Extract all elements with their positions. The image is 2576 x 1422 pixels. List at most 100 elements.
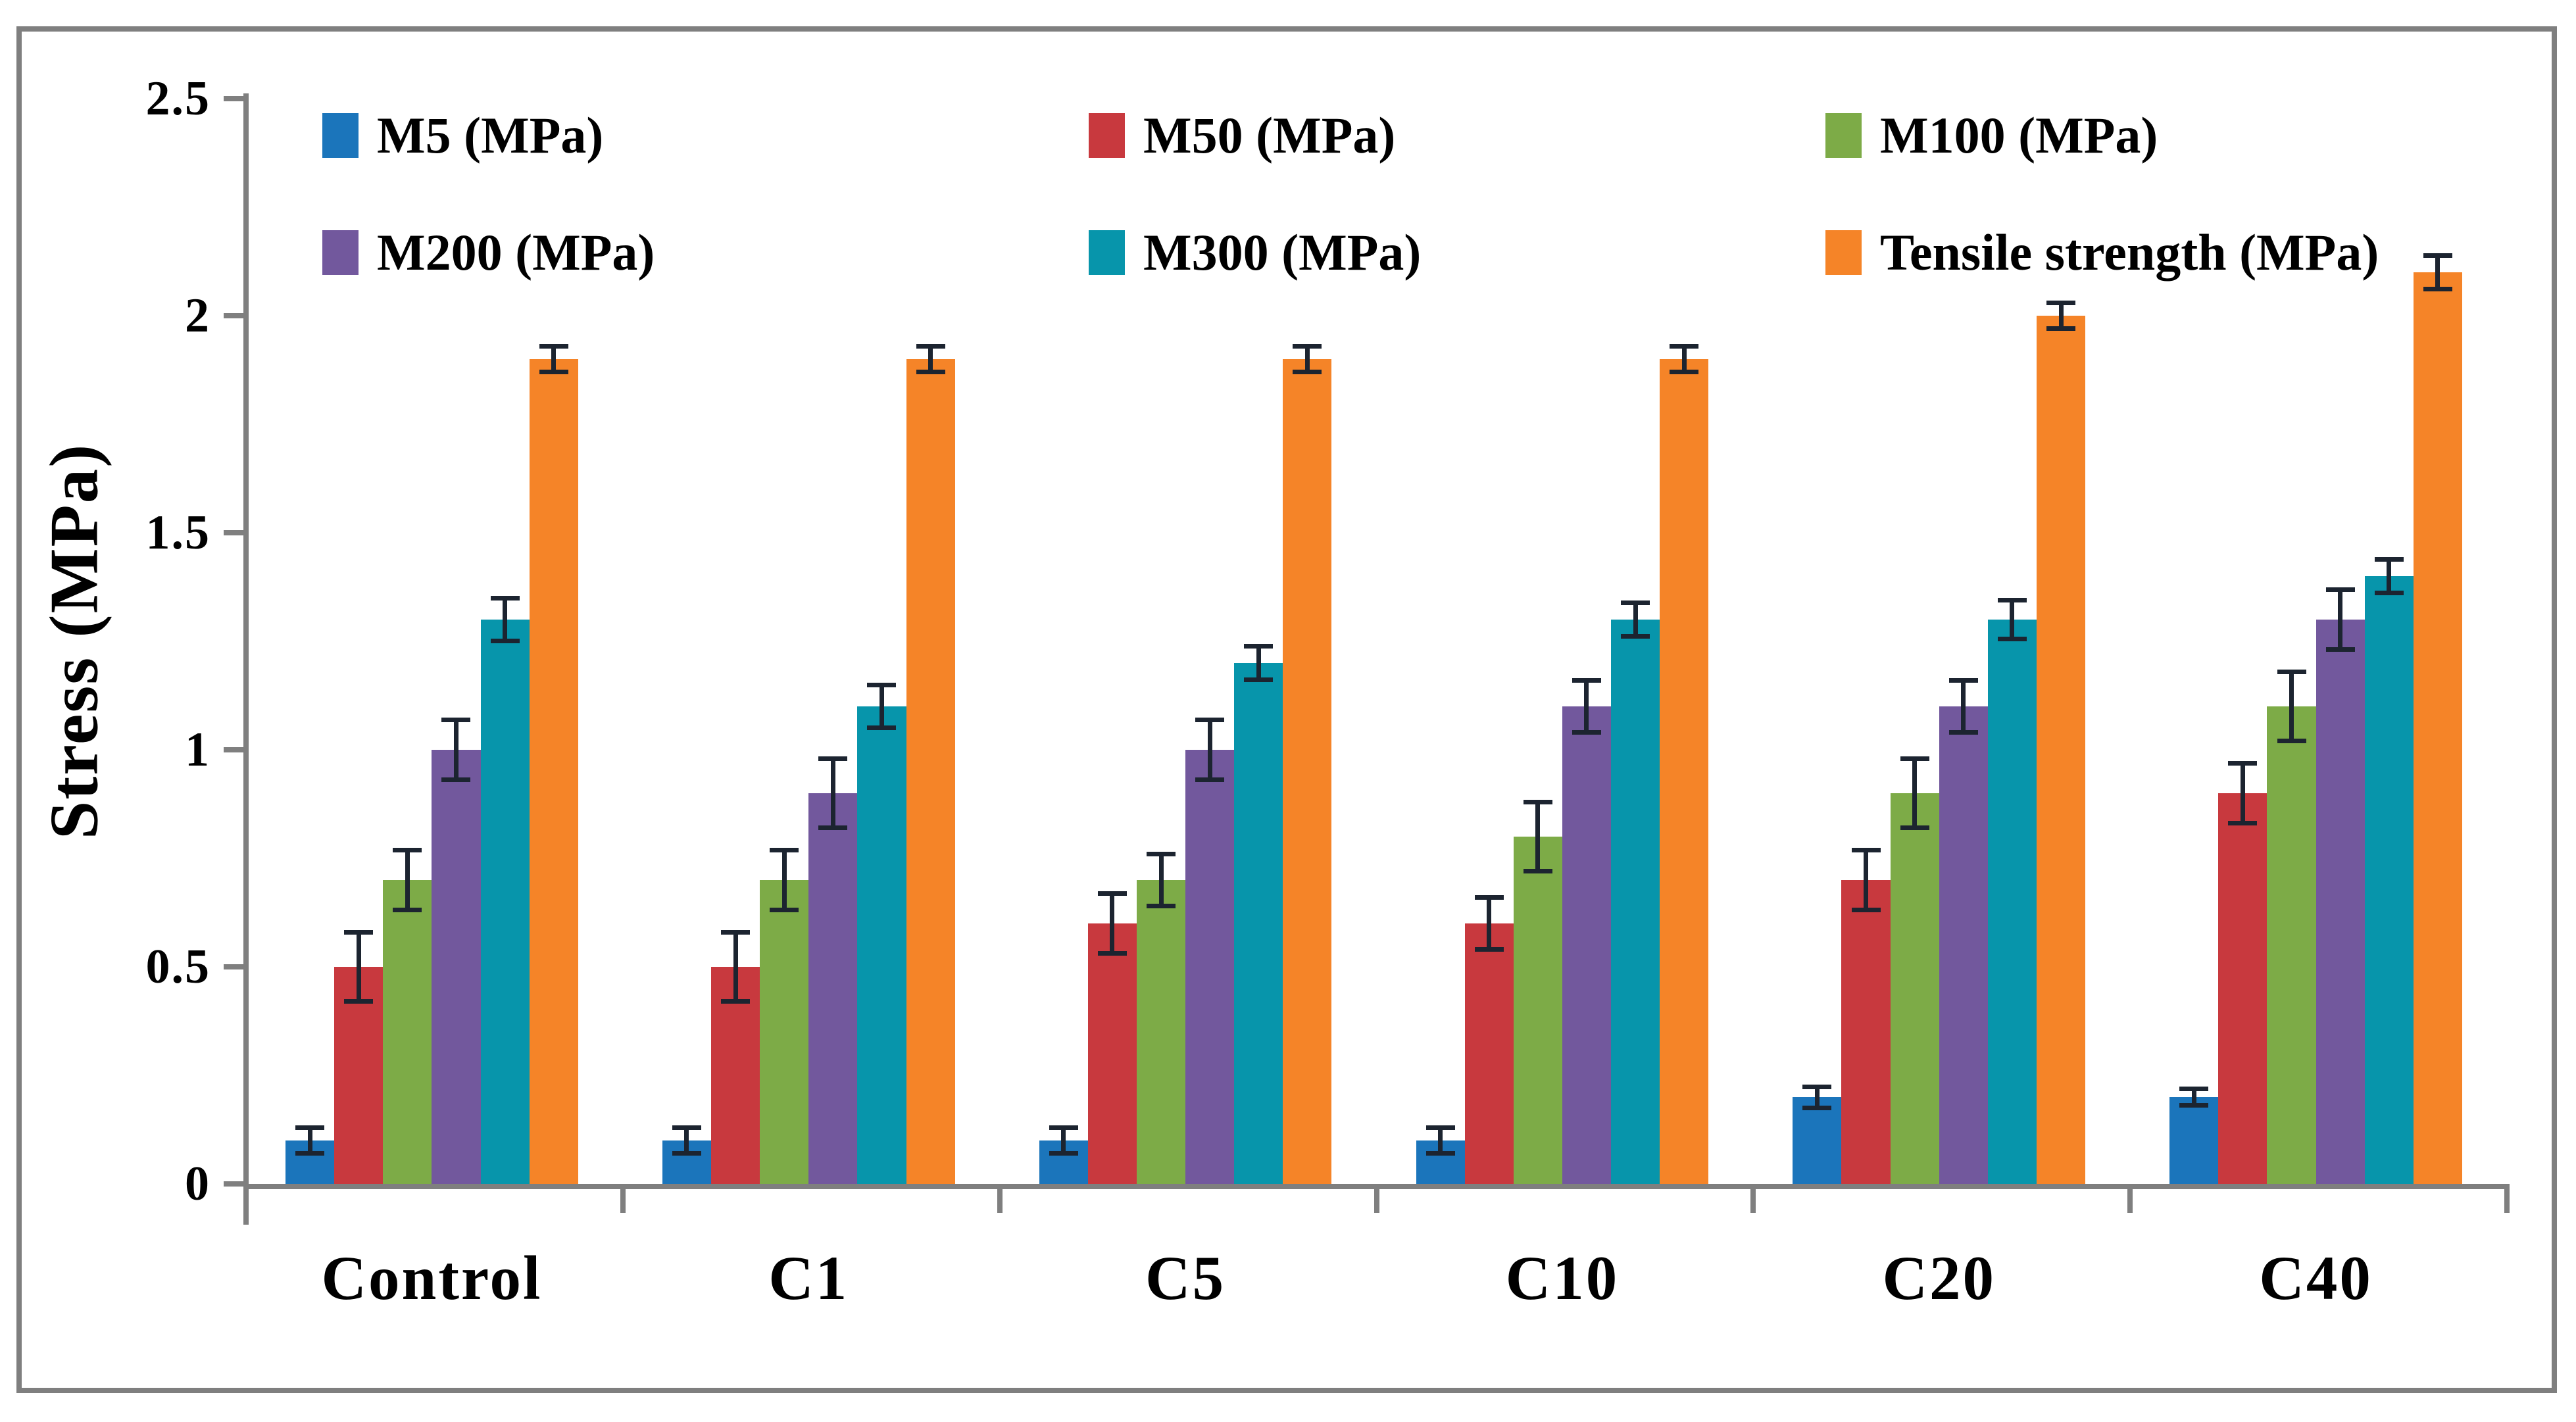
bar-m300-control [480,620,530,1184]
error-cap-bottom-m50-c20 [1851,908,1881,913]
y-tick-label: 1 [185,723,211,777]
error-cap-top-m5-c1 [672,1125,701,1131]
error-whisker-tensile-c5 [1304,346,1310,372]
legend-label-m200: M200 (MPa) [377,224,655,281]
y-tick-mark [224,747,243,752]
x-axis-label-c20: C20 [1882,1243,1996,1313]
error-cap-bottom-m200-c10 [1572,729,1601,735]
error-cap-bottom-tensile-control [539,369,568,374]
bar-tensile-c1 [906,359,955,1184]
error-whisker-m5-c20 [1814,1086,1820,1108]
error-cap-top-m50-c40 [2228,760,2258,766]
x-axis-label-control: Control [321,1243,543,1313]
error-cap-bottom-m300-c10 [1621,634,1650,639]
error-whisker-m100-c20 [1912,758,1918,828]
error-cap-top-m100-c5 [1147,852,1176,857]
error-cap-top-tensile-control [539,344,568,349]
error-whisker-tensile-c40 [2435,255,2440,290]
legend-swatch-m5 [322,113,359,158]
error-cap-bottom-m5-c10 [1425,1150,1455,1156]
error-cap-bottom-m200-c40 [2325,647,2355,652]
y-tick-mark [224,1181,243,1187]
error-whisker-m200-control [453,719,458,781]
legend-item-m200: M200 (MPa) [322,224,655,281]
error-whisker-m5-c40 [2191,1088,2196,1106]
bar-m300-c40 [2364,576,2414,1184]
bar-tensile-c10 [1660,359,1709,1184]
bar-m300-c20 [1987,620,2037,1184]
error-cap-top-m200-c40 [2325,587,2355,592]
legend-item-m100: M100 (MPa) [1825,110,2158,161]
legend-label-m5: M5 (MPa) [377,107,604,164]
error-whisker-m5-c5 [1061,1127,1066,1154]
y-axis-title: Stress (MPa) [35,443,112,840]
error-whisker-m300-c40 [2387,558,2392,594]
error-cap-bottom-m100-c20 [1900,825,1929,830]
legend-swatch-tensile [1825,230,1862,275]
error-whisker-m200-c20 [1961,680,1966,733]
error-cap-top-m100-c10 [1523,800,1552,805]
error-cap-top-m200-c5 [1195,717,1225,722]
error-cap-bottom-m5-control [295,1150,325,1156]
error-cap-bottom-m100-c1 [770,908,799,913]
bar-m50-c10 [1464,923,1514,1184]
error-cap-top-m100-c20 [1900,756,1929,762]
x-tick-mark [243,1189,249,1213]
error-cap-bottom-m100-c10 [1523,868,1552,873]
error-whisker-m300-control [503,598,508,641]
error-whisker-m50-control [356,932,361,1002]
error-cap-bottom-tensile-c5 [1293,369,1322,374]
error-cap-bottom-tensile-c10 [1670,369,1699,374]
bar-tensile-c40 [2413,272,2462,1184]
error-whisker-m100-c40 [2289,672,2294,741]
y-tick-mark [224,96,243,101]
error-whisker-m50-c1 [733,932,738,1002]
error-cap-bottom-m200-control [441,777,471,783]
y-tick-label: 2.5 [145,72,211,126]
x-tick-mark [2127,1189,2133,1213]
bar-m100-c40 [2267,706,2316,1184]
error-cap-bottom-m50-c40 [2228,821,2258,826]
error-whisker-m100-c1 [781,849,787,911]
error-cap-top-m300-c5 [1244,643,1274,649]
error-whisker-m300-c1 [879,685,884,728]
error-cap-top-m5-control [295,1125,325,1131]
y-axis-line [243,93,249,1225]
error-cap-bottom-m300-control [490,639,520,643]
error-cap-bottom-tensile-c20 [2046,326,2076,331]
error-cap-top-m100-c1 [770,847,799,852]
error-whisker-m300-c20 [2010,600,2015,639]
error-cap-top-tensile-c1 [916,344,945,349]
error-cap-bottom-m5-c5 [1049,1150,1078,1156]
bar-m100-c5 [1136,880,1186,1184]
legend-item-m5: M5 (MPa) [322,107,604,164]
legend-label-m300: M300 (MPa) [1143,224,1422,281]
error-cap-top-m5-c5 [1049,1125,1078,1131]
bar-m300-c10 [1611,620,1660,1184]
bar-tensile-control [529,359,578,1184]
error-cap-top-tensile-c10 [1670,344,1699,349]
error-cap-bottom-m300-c20 [1997,636,2027,641]
x-tick-mark [997,1189,1003,1213]
error-cap-top-m50-c5 [1097,891,1127,896]
error-cap-bottom-m300-c1 [867,725,897,730]
error-cap-bottom-m100-control [393,908,422,913]
bar-m5-c40 [2169,1097,2219,1184]
y-tick-mark [224,964,243,969]
error-whisker-m200-c1 [830,758,835,828]
bar-tensile-c20 [2037,316,2086,1184]
error-cap-top-m200-control [441,717,471,722]
x-axis-label-c1: C1 [768,1243,849,1313]
error-whisker-m200-c5 [1207,719,1212,781]
bar-m200-c1 [808,793,858,1184]
error-cap-bottom-tensile-c40 [2423,287,2452,292]
error-whisker-m50-c5 [1110,893,1115,954]
error-cap-bottom-m200-c5 [1195,777,1225,783]
error-cap-bottom-m5-c1 [672,1150,701,1156]
error-whisker-m50-c10 [1487,897,1492,950]
legend-label-tensile: Tensile strength (MPa) [1880,224,2379,281]
error-cap-top-m100-c40 [2277,670,2306,675]
error-whisker-m100-c10 [1535,802,1541,871]
